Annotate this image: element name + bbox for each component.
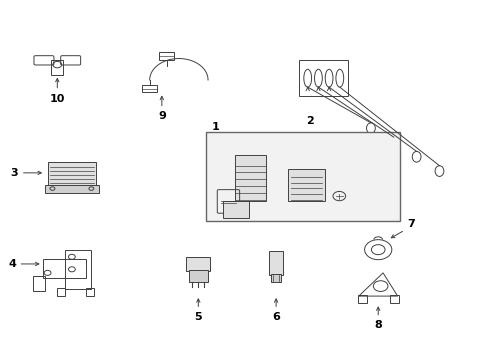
Bar xyxy=(159,53,174,60)
Text: 10: 10 xyxy=(49,94,65,104)
Text: 4: 4 xyxy=(8,259,16,269)
Text: 7: 7 xyxy=(407,219,414,229)
Bar xyxy=(389,296,398,303)
Text: 2: 2 xyxy=(305,116,313,126)
Bar xyxy=(47,162,96,185)
Text: 5: 5 xyxy=(194,312,202,322)
Bar xyxy=(64,249,91,289)
Bar xyxy=(222,202,249,217)
Bar xyxy=(357,296,366,303)
Bar xyxy=(188,270,207,282)
Text: 3: 3 xyxy=(11,168,19,178)
Text: 6: 6 xyxy=(272,312,280,322)
Bar xyxy=(33,276,45,291)
Bar xyxy=(287,169,324,202)
Text: 8: 8 xyxy=(374,320,381,330)
Bar xyxy=(57,288,64,296)
Bar xyxy=(86,288,94,296)
Text: 1: 1 xyxy=(211,122,219,132)
Bar xyxy=(269,251,283,275)
Bar xyxy=(270,274,281,282)
Bar xyxy=(234,155,266,202)
Bar xyxy=(51,60,63,75)
Text: 9: 9 xyxy=(158,111,165,121)
Bar xyxy=(142,85,157,93)
Bar xyxy=(45,185,99,193)
Bar xyxy=(42,258,86,278)
Bar xyxy=(299,60,347,96)
Bar xyxy=(186,257,210,271)
Bar xyxy=(205,132,399,221)
